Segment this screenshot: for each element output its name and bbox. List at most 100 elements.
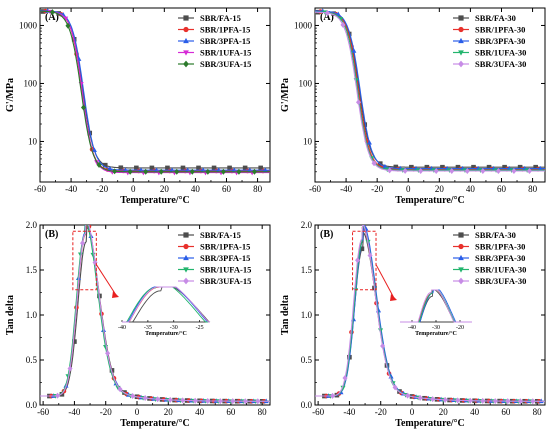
legend-marker-3 <box>183 37 189 44</box>
series-point-5 <box>367 252 373 259</box>
series-point-1 <box>440 164 445 170</box>
series-point-5 <box>392 384 398 391</box>
series-point-5 <box>189 168 195 175</box>
series-point-5 <box>526 167 532 174</box>
x-tick-label: 20 <box>435 184 445 194</box>
x-tick-label: 60 <box>497 184 507 194</box>
y-tick-label: 100 <box>299 78 313 88</box>
series-point-5 <box>340 21 346 28</box>
x-tick-label: 40 <box>470 407 480 417</box>
series-group <box>40 225 270 405</box>
series-point-1 <box>359 246 365 252</box>
x-tick-label: -40 <box>343 407 355 417</box>
legend-marker-5 <box>183 277 189 285</box>
x-tick-label: 0 <box>406 184 411 194</box>
x-tick-label: 60 <box>501 407 511 417</box>
legend-entry-4: SBR/1UFA-30 <box>475 265 526 275</box>
series-point-5 <box>417 394 423 401</box>
x-tick-label: -60 <box>309 184 321 194</box>
x-tick-label: 60 <box>222 184 232 194</box>
x-tick-label: 80 <box>528 184 538 194</box>
legend-marker-2 <box>183 243 189 250</box>
series-point-5 <box>54 392 61 399</box>
y-tick-label: 0.5 <box>301 355 313 365</box>
series-point-5 <box>480 167 486 174</box>
series-point-1 <box>196 165 201 171</box>
inset-x-tick-label: -30 <box>432 325 440 331</box>
legend-marker-3 <box>458 254 464 261</box>
series-group <box>315 225 545 405</box>
series-point-5 <box>205 397 211 404</box>
chart-panel-2: -60 -40 -20 0 20 40 60 80 10 100 1000 Temperature/°… <box>280 7 546 206</box>
series-line-3 <box>40 10 270 171</box>
series-point-1 <box>346 31 352 37</box>
series-point-5 <box>387 167 393 174</box>
x-tick-label: -60 <box>37 407 49 417</box>
y-axis-label: G'/MPa <box>280 78 291 112</box>
chart-panel-4: -60 -40 -20 0 20 40 60 80 0.0 0.5 1.0 1.5 2.0 Tempera… <box>280 220 546 429</box>
legend-marker-3 <box>458 37 464 44</box>
panel-label: (A) <box>320 12 334 23</box>
inset-series-line-4 <box>122 286 210 323</box>
series-point-1 <box>59 392 65 397</box>
series-point-5 <box>105 350 111 357</box>
legend-marker-1 <box>183 15 189 21</box>
series-point-5 <box>217 398 223 405</box>
legend-entry-5: SBR/3UFA-15 <box>200 276 251 286</box>
series-line-4 <box>40 10 270 174</box>
panel-label: (A) <box>45 12 59 23</box>
legend-entry-4: SBR/1UFA-30 <box>475 48 526 58</box>
series-point-5 <box>127 168 133 175</box>
series-line-3 <box>315 10 545 170</box>
x-tick-label: 0 <box>135 407 140 417</box>
series-point-5 <box>455 397 461 404</box>
zoom-arrow <box>375 264 395 299</box>
series-point-1 <box>180 165 186 171</box>
y-tick-label: 0.0 <box>26 400 38 410</box>
y-tick-label: 1000 <box>294 20 313 30</box>
x-tick-label: -20 <box>100 407 112 417</box>
series-point-5 <box>180 397 186 404</box>
legend-marker-5 <box>458 60 464 68</box>
legend-marker-1 <box>458 232 464 238</box>
inset-x-tick-label: -40 <box>408 325 416 331</box>
y-tick-label: 100 <box>24 78 38 88</box>
x-tick-label: 0 <box>131 184 136 194</box>
series-point-1 <box>409 164 414 170</box>
series-point-3 <box>91 147 97 153</box>
x-tick-label: -20 <box>96 184 108 194</box>
legend-entry-3: SBR/3PFA-30 <box>475 36 525 46</box>
legend-entry-5: SBR/3UFA-30 <box>475 59 526 69</box>
series-point-4 <box>352 288 359 293</box>
series-point-5 <box>80 104 87 111</box>
x-tick-label: 40 <box>466 184 476 194</box>
series-point-1 <box>118 165 124 171</box>
series-point-3 <box>122 167 129 172</box>
zoom-box <box>352 230 377 291</box>
series-point-5 <box>511 167 517 174</box>
series-point-5 <box>380 343 386 349</box>
series-line-1 <box>40 10 270 169</box>
series-point-5 <box>505 398 511 405</box>
legend-entry-1: SBR/FA-15 <box>200 13 241 23</box>
x-tick-label: 80 <box>533 407 543 417</box>
plot-frame <box>314 7 546 183</box>
x-axis-label: Temperature/°C <box>395 195 465 206</box>
series-point-5 <box>255 398 261 405</box>
x-tick-label: 20 <box>164 407 174 417</box>
series-point-5 <box>112 168 118 175</box>
legend-entry-1: SBR/FA-30 <box>475 230 516 240</box>
series-group <box>40 8 270 176</box>
legend-entry-3: SBR/3PFA-15 <box>200 253 250 263</box>
legend-marker-4 <box>458 50 464 56</box>
legend-marker-4 <box>458 267 464 273</box>
series-point-1 <box>102 162 108 168</box>
x-tick-label: 0 <box>410 407 415 417</box>
series-point-5 <box>220 168 226 175</box>
series-point-5 <box>402 167 408 174</box>
series-point-5 <box>158 168 164 175</box>
series-line-5 <box>40 10 270 173</box>
y-tick-label: 1.5 <box>26 265 38 275</box>
series-point-5 <box>242 398 248 405</box>
